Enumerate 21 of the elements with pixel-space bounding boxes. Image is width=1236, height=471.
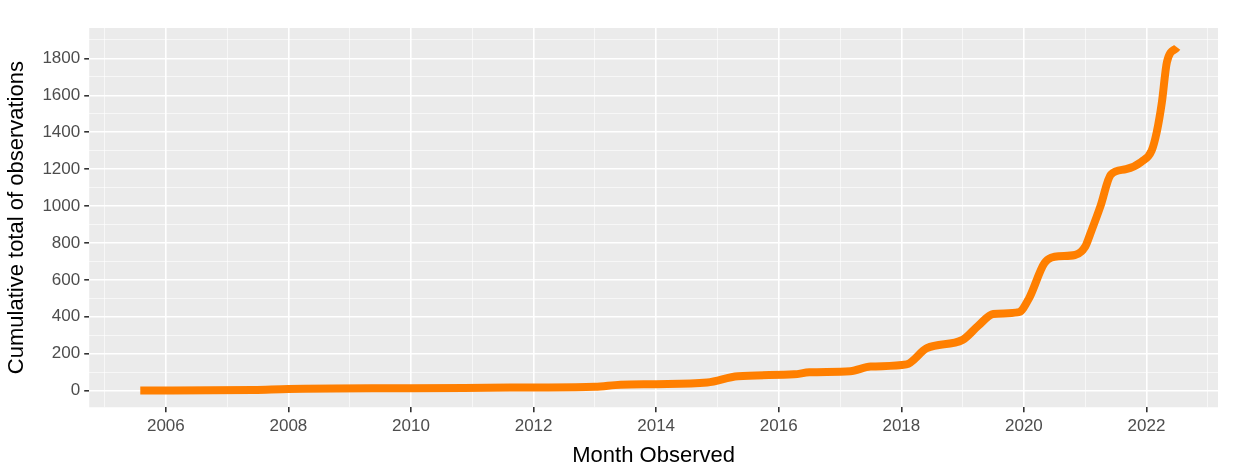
x-tick-label: 2006 — [146, 416, 185, 436]
y-tick-label: 1600 — [42, 85, 81, 105]
x-tick-label: 2020 — [1005, 416, 1043, 436]
y-tick-label: 800 — [51, 232, 81, 252]
x-tick-label: 2016 — [759, 416, 798, 436]
x-tick-label: 2008 — [269, 416, 308, 436]
y-tick-label: 0 — [70, 380, 81, 400]
x-axis-title: Month Observed — [572, 441, 735, 467]
y-tick-label: 1800 — [42, 48, 81, 68]
x-tick-label: 2010 — [392, 416, 430, 436]
y-tick-label: 400 — [51, 306, 81, 326]
x-tick-label: 2012 — [514, 416, 553, 436]
y-tick-label: 600 — [51, 269, 81, 289]
y-tick-label: 1000 — [42, 195, 81, 215]
x-tick-label: 2022 — [1127, 416, 1166, 436]
x-tick-label: 2014 — [637, 416, 676, 436]
y-tick-label: 1400 — [42, 121, 81, 141]
x-tick-label: 2018 — [882, 416, 921, 436]
y-tick-label: 1200 — [42, 158, 81, 178]
y-tick-label: 200 — [51, 343, 81, 363]
y-axis-title: Cumulative total of observations — [3, 61, 29, 375]
